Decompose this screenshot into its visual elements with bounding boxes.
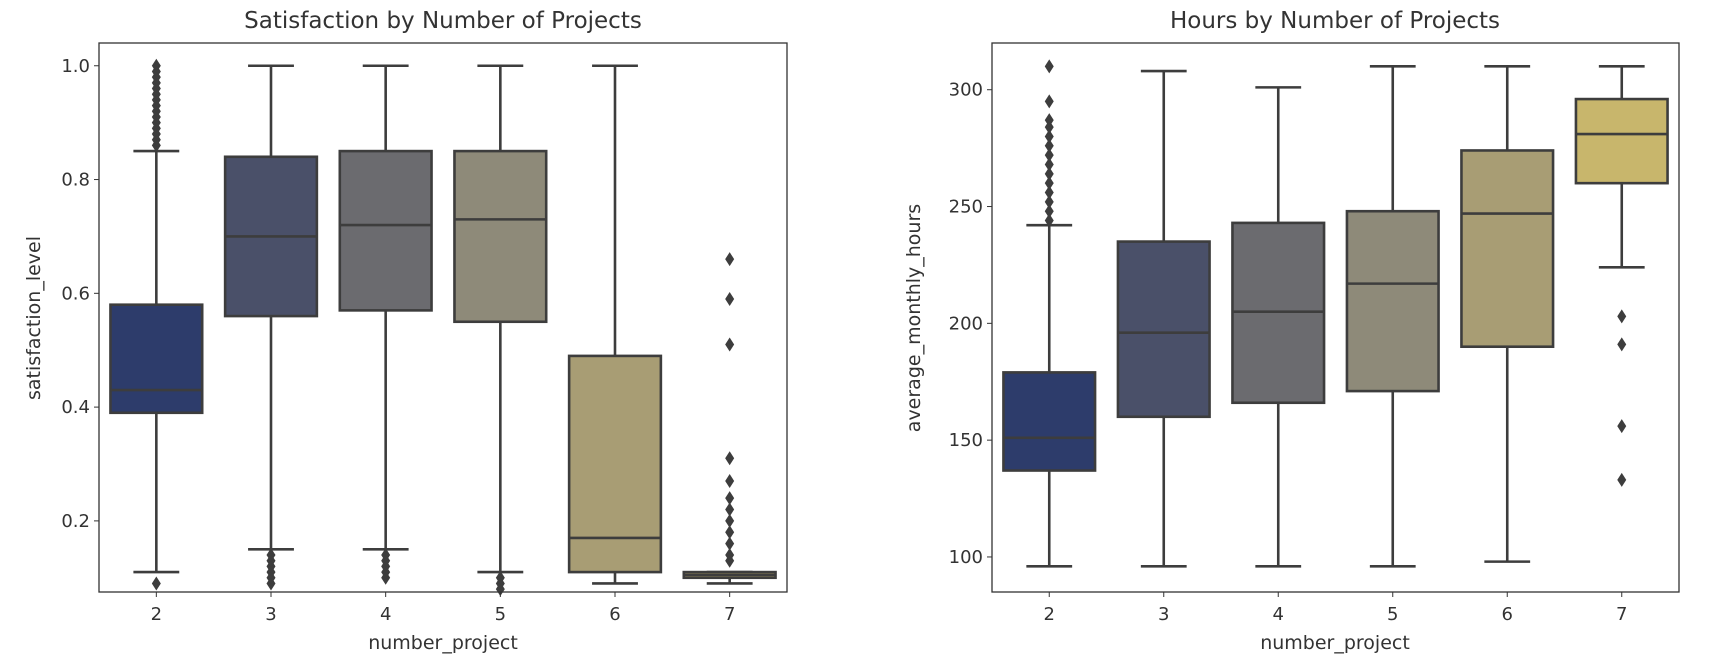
outlier-point: [1044, 120, 1054, 135]
outlier-point: [725, 337, 735, 352]
x-tick-label: 3: [265, 604, 276, 625]
box-group: [1460, 65, 1555, 563]
outlier-point: [1617, 472, 1627, 487]
y-axis-label: satisfaction_level: [23, 236, 45, 400]
x-tick-label: 7: [724, 604, 735, 625]
outlier-point: [725, 491, 735, 506]
y-tick-label: 1.0: [61, 56, 90, 77]
outlier-point: [266, 548, 276, 563]
y-tick-label: 200: [949, 313, 983, 334]
x-axis-label: number_project: [1260, 632, 1410, 654]
outlier-point: [1044, 213, 1054, 228]
outlier-point: [725, 536, 735, 551]
x-tick-label: 6: [1502, 604, 1513, 625]
outlier-point: [1044, 148, 1054, 163]
x-tick-label: 4: [1273, 604, 1284, 625]
x-tick-label: 4: [380, 604, 391, 625]
outlier-point: [1044, 94, 1054, 109]
plot-frame: [98, 42, 788, 593]
y-tick-label: 300: [949, 80, 983, 101]
x-axis-label: number_project: [368, 632, 518, 654]
x-tick-label: 3: [1158, 604, 1169, 625]
outlier-point: [725, 252, 735, 267]
outlier-point: [725, 548, 735, 563]
box-group: [1574, 65, 1669, 487]
y-tick-label: 0.2: [61, 511, 90, 532]
y-tick-label: 0.6: [61, 283, 90, 304]
chart-title: Satisfaction by Number of Projects: [244, 8, 642, 34]
box-group: [1345, 65, 1440, 568]
x-tick-label: 7: [1616, 604, 1627, 625]
box-group: [223, 64, 319, 591]
outlier-point: [381, 548, 391, 563]
outlier-point: [725, 474, 735, 489]
box: [1002, 371, 1097, 472]
outlier-point: [725, 525, 735, 540]
y-axis-label: average_monthly_hours: [903, 204, 925, 432]
x-tick-label: 5: [1387, 604, 1398, 625]
box: [453, 149, 548, 324]
outlier-point: [725, 451, 735, 466]
box-group: [338, 64, 433, 585]
box: [1345, 209, 1440, 393]
x-tick-label: 5: [495, 604, 506, 625]
outlier-point: [1044, 59, 1054, 74]
box-group: [453, 64, 548, 597]
outlier-point: [1044, 129, 1054, 144]
x-tick-label: 2: [151, 604, 162, 625]
x-tick-label: 2: [1044, 604, 1055, 625]
y-tick-label: 100: [949, 547, 983, 568]
outlier-point: [495, 570, 505, 585]
outlier-point: [1044, 113, 1054, 128]
outlier-point: [1617, 309, 1627, 324]
outlier-point: [1044, 194, 1054, 209]
box: [338, 149, 433, 312]
box-group: [567, 64, 663, 585]
satisfaction-chart: Satisfaction by Number of Projects 0.2 0.…: [23, 8, 788, 654]
box-group: [1002, 59, 1097, 568]
outlier-point: [1617, 419, 1627, 434]
outlier-point: [1617, 337, 1627, 352]
outlier-point: [151, 576, 161, 591]
box: [109, 303, 204, 415]
outlier-point: [1044, 138, 1054, 153]
outlier-point: [1044, 204, 1054, 219]
x-tick-label: 6: [609, 604, 620, 625]
box: [567, 354, 663, 574]
hours-chart: Hours by Number of Projects 100 150 200 250…: [903, 8, 1680, 654]
box: [1460, 149, 1555, 349]
box-group: [682, 252, 777, 585]
box: [1574, 97, 1669, 185]
y-tick-label: 0.8: [61, 170, 90, 191]
y-tick-label: 0.4: [61, 397, 90, 418]
box-group: [1231, 86, 1326, 568]
outlier-point: [1044, 176, 1054, 191]
y-tick-label: 150: [949, 430, 983, 451]
plot-frame: [991, 42, 1680, 593]
y-tick-label: 250: [949, 197, 983, 218]
outlier-point: [151, 58, 161, 73]
box: [1116, 240, 1211, 419]
outlier-point: [725, 502, 735, 517]
outlier-point: [1044, 185, 1054, 200]
outlier-point: [725, 513, 735, 528]
box-group: [109, 58, 204, 591]
box-group: [1116, 69, 1211, 568]
chart-title: Hours by Number of Projects: [1170, 8, 1500, 34]
outlier-point: [1044, 166, 1054, 181]
outlier-point: [725, 292, 735, 307]
outlier-point: [1044, 157, 1054, 172]
